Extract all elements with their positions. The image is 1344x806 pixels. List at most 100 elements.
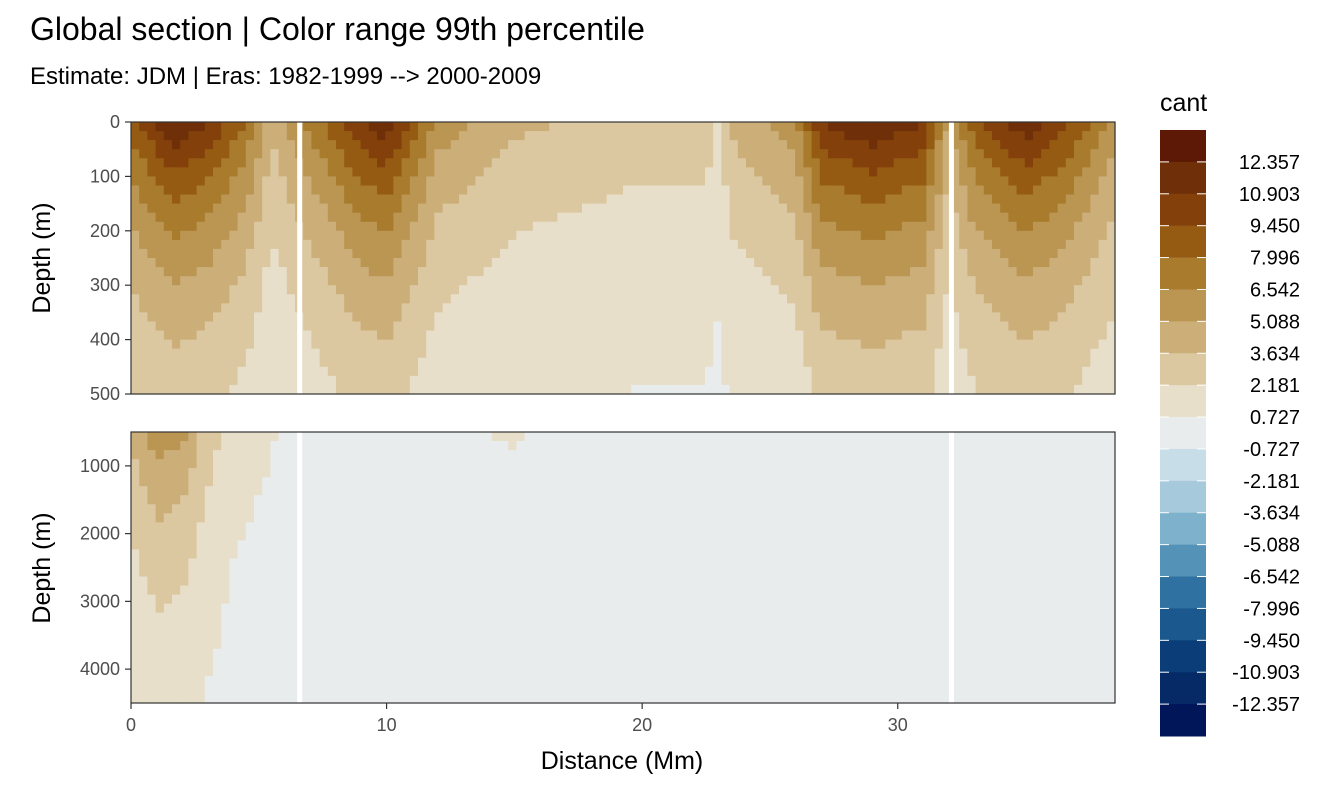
field-cell [803,185,813,196]
y-tick-label: 200 [90,221,120,241]
field-cell [623,285,632,295]
field-cell [311,450,321,460]
field-cell [524,276,534,286]
field-cell [434,285,444,295]
field-cell [459,158,468,168]
field-cell [221,312,230,323]
field-cell [172,468,181,478]
field-cell [1106,203,1116,214]
field-cell [500,459,509,469]
field-cell [180,294,189,304]
field-cell [418,330,427,341]
field-cell [254,348,263,359]
field-cell [459,675,468,686]
field-cell [852,122,862,132]
field-cell [393,639,403,650]
field-cell [139,513,148,523]
field-cell [385,513,394,523]
field-cell [172,258,181,268]
field-cell [483,558,493,569]
field-cell [213,384,222,395]
field-cell [893,185,903,196]
field-cell [942,357,952,368]
field-cell [959,176,968,187]
field-cell [1041,230,1050,241]
field-cell [139,531,148,541]
field-cell [196,639,206,650]
field-cell [844,276,854,286]
field-cell [163,375,173,386]
field-cell [459,477,468,487]
field-cell [204,321,214,332]
field-cell [1049,221,1059,232]
field-cell [434,612,444,623]
field-cell [918,194,927,205]
field-cell [549,158,558,168]
field-cell [196,549,206,560]
field-cell [426,194,435,205]
field-cell [270,558,280,569]
field-cell [590,294,599,304]
field-cell [500,621,509,632]
field-cell [524,248,534,259]
field-cell [393,339,403,350]
field-cell [696,185,706,196]
field-cell [188,221,198,232]
field-cell [819,357,829,368]
field-cell [1041,384,1050,395]
field-cell [967,131,977,141]
field-cell [311,203,321,214]
field-cell [754,267,763,277]
field-cell [491,639,501,650]
field-cell [172,531,181,541]
field-cell [393,594,403,605]
field-cell [1016,267,1026,277]
field-cell [180,441,189,451]
field-cell [532,158,542,168]
field-cell [163,630,173,641]
field-cell [557,375,567,386]
field-cell [131,267,140,277]
field-cell [590,321,599,332]
field-cell [1024,285,1034,295]
field-cell [901,248,911,259]
field-cell [262,540,271,551]
field-cell [1049,239,1059,250]
field-cell [311,149,321,159]
field-cell [188,531,198,541]
field-cell [582,230,591,241]
field-cell [778,312,788,323]
field-cell [204,675,214,686]
field-cell [196,657,206,668]
field-cell [844,285,854,295]
field-cell [524,285,534,295]
field-cell [163,558,173,569]
field-cell [336,267,345,277]
field-cell [418,576,427,587]
field-cell [303,203,312,214]
field-cell [180,639,189,650]
field-cell [188,239,198,250]
field-cell [918,167,927,177]
field-cell [483,432,493,442]
field-cell [475,185,485,196]
field-cell [401,203,411,214]
field-cell [254,594,263,605]
field-cell [803,339,813,350]
field-cell [672,167,681,177]
field-cell [696,194,706,205]
field-cell [721,248,731,259]
field-cell [705,321,714,332]
field-cell [1033,185,1042,196]
field-cell [418,558,427,569]
field-cell [573,203,583,214]
field-cell [360,540,370,551]
field-cell [450,576,460,587]
field-cell [500,531,509,541]
field-cell [352,357,362,368]
field-cell [934,348,944,359]
field-cell [418,312,427,323]
field-cell [951,375,960,386]
field-cell [163,477,173,487]
field-cell [213,194,222,205]
